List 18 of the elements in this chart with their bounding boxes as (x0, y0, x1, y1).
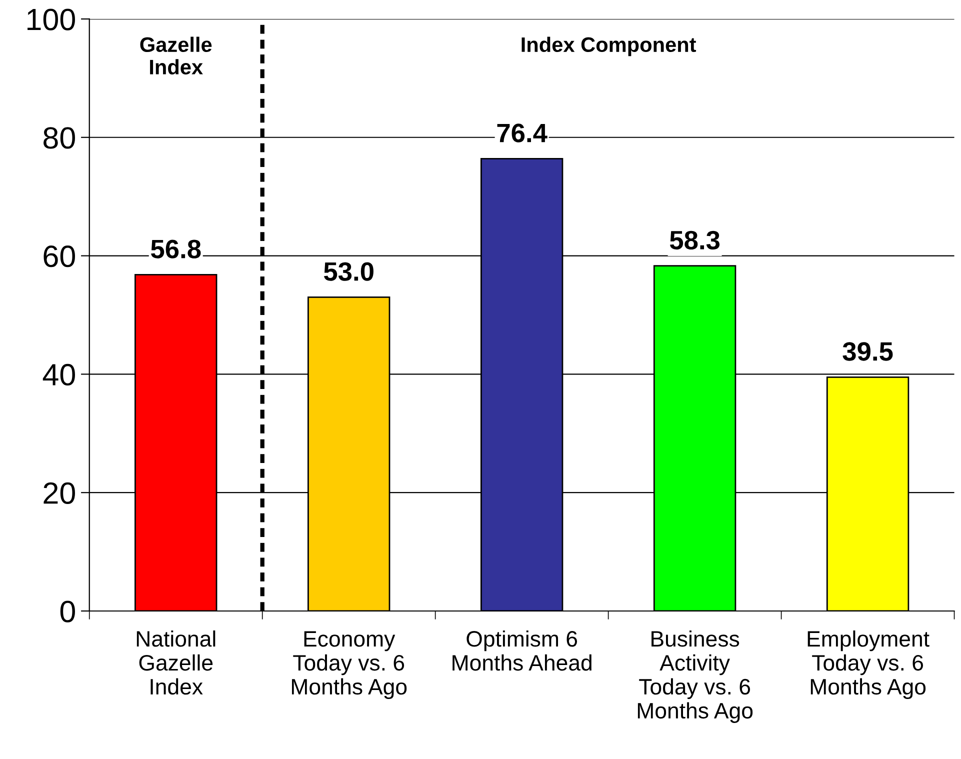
data-label: 58.3 (670, 230, 720, 250)
x-tick-label: National Gazelle Index (136, 630, 216, 695)
y-tick-label: 80 (44, 127, 75, 149)
data-label: 53.0 (324, 262, 374, 281)
data-label: 76.4 (497, 124, 548, 142)
y-tick-label: 40 (42, 364, 75, 386)
x-tick-label: Economy Today vs. 6 Months Ago (292, 631, 407, 700)
data-label: 56.8 (151, 240, 201, 258)
x-tick-label: Employment Today vs. 6 Months Ago (808, 630, 930, 700)
x-tick-label: Business Activity Today vs. 6 Months Ago (638, 630, 753, 723)
y-tick-label: 100 (28, 8, 75, 30)
data-label: 39.5 (842, 342, 893, 361)
x-tick-label: Optimism 6 Months Ahead (452, 630, 592, 671)
y-tick-label: 0 (60, 600, 75, 622)
y-tick-label: 20 (44, 482, 75, 504)
y-tick-label: 60 (44, 246, 75, 268)
annotation: Gazelle Index (140, 36, 212, 74)
annotation: Index Component (522, 36, 696, 56)
